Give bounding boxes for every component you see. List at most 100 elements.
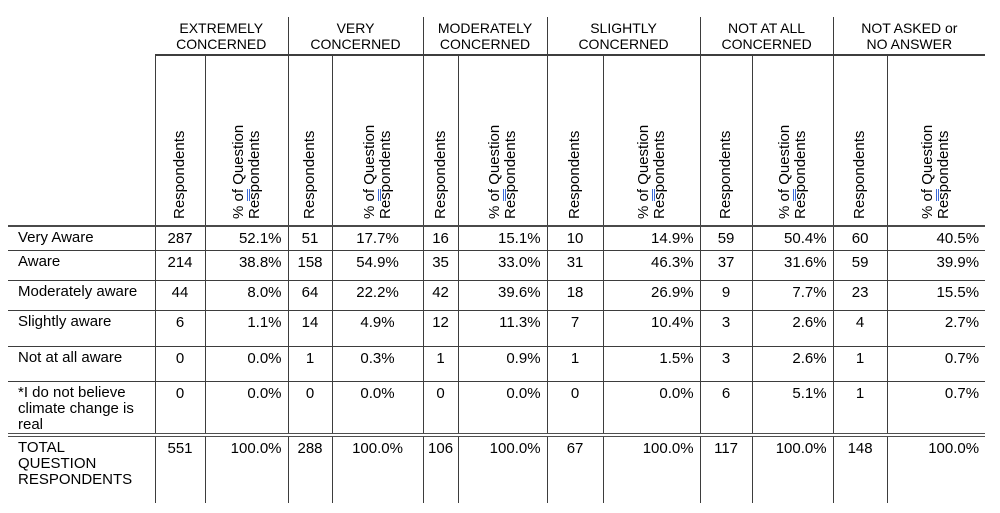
data-cell: 15.5% [886,280,986,311]
data-cell: 8.0% [204,280,289,311]
data-cell: 0 [422,381,459,436]
data-cell: 0 [287,381,333,436]
data-cell: 0.0% [204,346,289,382]
col-header-respondents: Respondents [287,55,333,227]
data-cell: 0.9% [457,346,548,382]
data-cell: 0.0% [602,381,701,436]
data-cell: 1 [546,346,604,382]
corner-cell [8,55,155,227]
data-cell: 551 [154,433,205,503]
row-label: *I do not believe climate change is real [8,381,155,436]
data-cell: 1 [287,346,333,382]
data-cell: 100.0% [602,433,701,503]
data-cell: 59 [832,250,888,281]
data-cell: 4 [832,310,888,347]
data-cell: 0.7% [886,381,986,436]
data-cell: 60 [832,226,888,251]
data-cell: 39.6% [457,280,548,311]
data-cell: 3 [699,346,753,382]
data-cell: 42 [422,280,459,311]
data-cell: 51 [287,226,333,251]
data-cell: 287 [154,226,205,251]
table-row-moderately-aware: Moderately aware 44 8.0% 64 22.2% 42 39.… [8,280,986,311]
data-cell: 148 [832,433,888,503]
data-cell: 52.1% [204,226,289,251]
col-header-respondents: Respondents [699,55,753,227]
col-header-respondents: Respondents [154,55,205,227]
respondents-label: Respondents [171,130,188,219]
data-cell: 2.6% [751,310,834,347]
col-header-respondents: Respondents [422,55,459,227]
row-label: Slightly aware [8,310,155,347]
row-label: Not at all aware [8,346,155,382]
data-cell: 33.0% [457,250,548,281]
col-header-respondents: Respondents [546,55,604,227]
sub-header-row: Respondents % of Question Respondents Res… [8,55,986,227]
data-cell: 100.0% [204,433,289,503]
data-cell: 0.0% [457,381,548,436]
data-cell: 10.4% [602,310,701,347]
data-cell: 14.9% [602,226,701,251]
data-cell: 117 [699,433,753,503]
data-cell: 106 [422,433,459,503]
data-cell: 214 [154,250,205,281]
col-group-extremely-concerned: EXTREMELY CONCERNED [155,17,289,56]
data-cell: 1.5% [602,346,701,382]
row-label: Moderately aware [8,280,155,311]
col-header-pct-of-question-respondents: % of Question Respondents [457,55,548,227]
table-row-not-at-all-aware: Not at all aware 0 0.0% 1 0.3% 1 0.9% 1 … [8,346,986,382]
data-cell: 6 [699,381,753,436]
col-group-not-asked-no-answer: NOT ASKED or NO ANSWER [832,17,986,56]
data-cell: 5.1% [751,381,834,436]
data-cell: 44 [154,280,205,311]
row-label: Aware [8,250,155,281]
data-cell: 22.2% [331,280,424,311]
data-cell: 3 [699,310,753,347]
data-cell: 100.0% [751,433,834,503]
data-cell: 0 [154,381,205,436]
data-cell: 18 [546,280,604,311]
data-cell: 0.0% [204,381,289,436]
data-cell: 15.1% [457,226,548,251]
col-header-pct-of-question-respondents: % of Question Respondents [331,55,424,227]
table-row-very-aware: Very Aware 287 52.1% 51 17.7% 16 15.1% 1… [8,226,986,251]
data-cell: 2.7% [886,310,986,347]
data-cell: 1.1% [204,310,289,347]
data-cell: 37 [699,250,753,281]
data-cell: 6 [154,310,205,347]
table-row-total-question-respondents: TOTAL QUESTION RESPONDENTS 551 100.0% 28… [8,433,986,503]
data-cell: 7 [546,310,604,347]
data-cell: 1 [832,381,888,436]
col-group-very-concerned: VERY CONCERNED [287,17,424,56]
data-cell: 17.7% [331,226,424,251]
table-row-aware: Aware 214 38.8% 158 54.9% 35 33.0% 31 46… [8,250,986,281]
data-cell: 31.6% [751,250,834,281]
col-group-slightly-concerned: SLIGHTLY CONCERNED [546,17,701,56]
data-cell: 35 [422,250,459,281]
data-cell: 64 [287,280,333,311]
data-cell: 10 [546,226,604,251]
data-cell: 50.4% [751,226,834,251]
row-label: TOTAL QUESTION RESPONDENTS [8,433,155,503]
col-header-pct-of-question-respondents: % of Question Respondents [751,55,834,227]
data-cell: 0.0% [331,381,424,436]
data-cell: 2.6% [751,346,834,382]
data-cell: 100.0% [331,433,424,503]
data-cell: 158 [287,250,333,281]
row-label: Very Aware [8,226,155,251]
data-cell: 54.9% [331,250,424,281]
col-header-pct-of-question-respondents: % of Question Respondents [886,55,986,227]
data-cell: 40.5% [886,226,986,251]
data-cell: 0.3% [331,346,424,382]
data-cell: 26.9% [602,280,701,311]
col-group-moderately-concerned: MODERATELY CONCERNED [422,17,548,56]
data-cell: 7.7% [751,280,834,311]
table-row-slightly-aware: Slightly aware 6 1.1% 14 4.9% 12 11.3% 7… [8,310,986,347]
data-cell: 1 [832,346,888,382]
data-cell: 14 [287,310,333,347]
data-cell: 9 [699,280,753,311]
data-cell: 0 [154,346,205,382]
col-header-respondents: Respondents [832,55,888,227]
data-cell: 67 [546,433,604,503]
data-cell: 100.0% [457,433,548,503]
